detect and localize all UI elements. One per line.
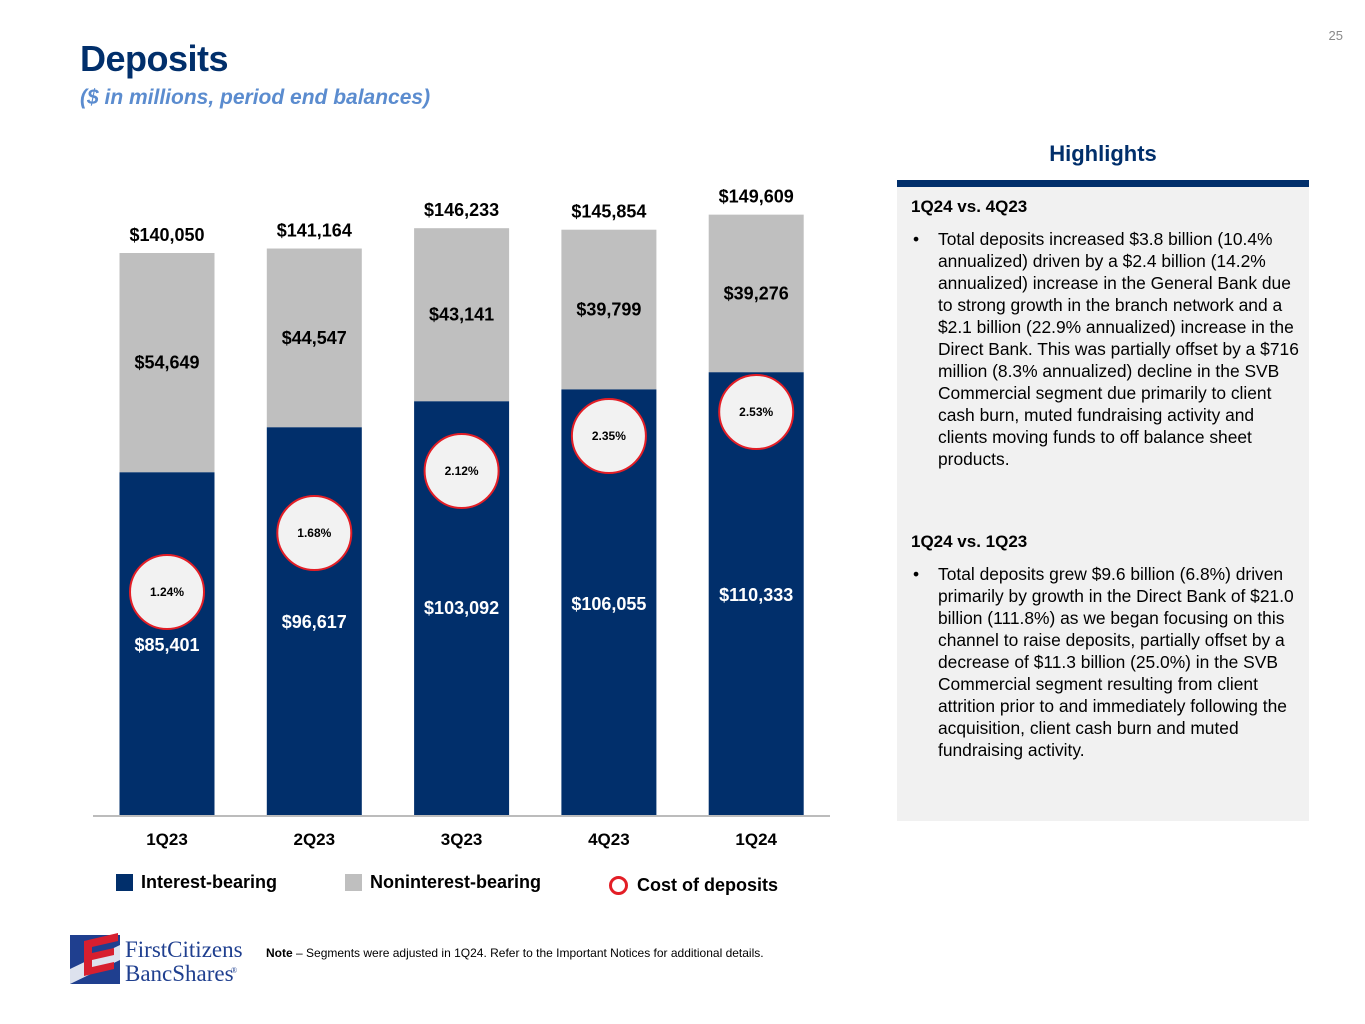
highlights-panel: 1Q24 vs. 4Q23 • Total deposits increased…: [897, 180, 1309, 821]
circle-icon: [609, 876, 628, 895]
legend-swatch-interest-bearing: [116, 874, 133, 891]
bar-label-interest: $110,333: [719, 585, 793, 605]
x-tick-label: 2Q23: [294, 830, 336, 849]
bar-label-noninterest: $54,649: [134, 353, 199, 373]
x-tick-label: 3Q23: [441, 830, 483, 849]
total-label: $141,164: [277, 221, 352, 241]
bar-label-noninterest: $43,141: [429, 305, 494, 325]
highlight-heading: 1Q24 vs. 1Q23: [911, 532, 1028, 551]
cost-of-deposits-label: 2.12%: [445, 464, 479, 478]
highlight-section: 1Q24 vs. 4Q23 • Total deposits increased…: [911, 197, 1299, 470]
footnote-text: – Segments were adjusted in 1Q24. Refer …: [292, 946, 764, 960]
cost-of-deposits-label: 1.68%: [297, 526, 331, 540]
page-subtitle: ($ in millions, period end balances): [80, 86, 431, 109]
highlights-title: Highlights: [1049, 141, 1157, 166]
bar-label-interest: $103,092: [424, 598, 499, 618]
bar-label-interest: $106,055: [571, 594, 646, 614]
x-tick-label: 4Q23: [588, 830, 630, 849]
total-label: $140,050: [129, 225, 204, 245]
total-label: $145,854: [571, 202, 646, 222]
legend-interest-bearing: Interest-bearing: [116, 872, 277, 893]
highlight-text: Total deposits increased $3.8 billion (1…: [938, 229, 1299, 469]
logo-text-line1: FirstCitizens: [125, 937, 243, 962]
x-tick-label: 1Q23: [146, 830, 188, 849]
bullet-icon: •: [913, 229, 920, 249]
bar-label-noninterest: $44,547: [282, 328, 347, 348]
x-tick-label: 1Q24: [735, 830, 777, 849]
bar-label-noninterest: $39,799: [576, 300, 641, 320]
highlight-heading: 1Q24 vs. 4Q23: [911, 197, 1028, 216]
footnote-label: Note: [266, 946, 293, 960]
page-number: 25: [1328, 28, 1343, 43]
page-title: Deposits: [80, 38, 229, 79]
cost-of-deposits-circle: [423, 433, 500, 509]
cost-of-deposits-label: 1.24%: [150, 585, 184, 599]
deposits-chart: $140,050 $54,649 $85,401 1.24% 1Q23 $141,164 $…: [93, 187, 830, 849]
company-logo: FirstCitizens BancShares ®: [70, 931, 255, 987]
cost-of-deposits-label: 2.53%: [739, 405, 773, 419]
bar-interest-bearing: [119, 472, 215, 815]
legend-label: Noninterest-bearing: [370, 872, 542, 892]
total-label: $149,609: [719, 187, 794, 207]
logo-mark-icon: [70, 933, 120, 984]
highlight-bullet: • Total deposits grew $9.6 billion (6.8%…: [911, 563, 1299, 761]
logo-registered-mark: ®: [231, 966, 237, 975]
bar-label-interest: $96,617: [282, 612, 347, 632]
bar-interest-bearing: [266, 427, 362, 815]
bar-noninterest-bearing: [119, 253, 215, 473]
bar-label-noninterest: $39,276: [724, 283, 789, 303]
cost-of-deposits-circle: [129, 554, 205, 630]
legend-label: Interest-bearing: [141, 872, 278, 892]
cost-of-deposits-circle: [718, 374, 795, 450]
cost-of-deposits-circle: [276, 495, 353, 571]
logo-text-line2: BancShares: [125, 961, 234, 986]
cost-of-deposits-label: 2.35%: [592, 429, 626, 443]
legend-label: Cost of deposits: [637, 875, 779, 895]
total-label: $146,233: [424, 200, 499, 220]
bar-noninterest-bearing: [708, 214, 804, 373]
bar-noninterest-bearing: [266, 248, 362, 428]
highlight-bullet: • Total deposits increased $3.8 billion …: [911, 228, 1299, 470]
bar-noninterest-bearing: [414, 228, 510, 402]
bullet-icon: •: [913, 564, 920, 584]
legend-noninterest-bearing: Noninterest-bearing: [345, 872, 541, 893]
footnote: Note – Segments were adjusted in 1Q24. R…: [266, 946, 764, 960]
cost-of-deposits-circle: [570, 398, 647, 474]
bar-noninterest-bearing: [561, 229, 657, 390]
highlight-text: Total deposits grew $9.6 billion (6.8%) …: [938, 564, 1294, 760]
legend-cost-of-deposits: Cost of deposits: [609, 875, 778, 896]
bar-label-interest: $85,401: [134, 635, 199, 655]
highlight-section: 1Q24 vs. 1Q23 • Total deposits grew $9.6…: [911, 532, 1299, 761]
legend-swatch-noninterest-bearing: [345, 874, 362, 891]
